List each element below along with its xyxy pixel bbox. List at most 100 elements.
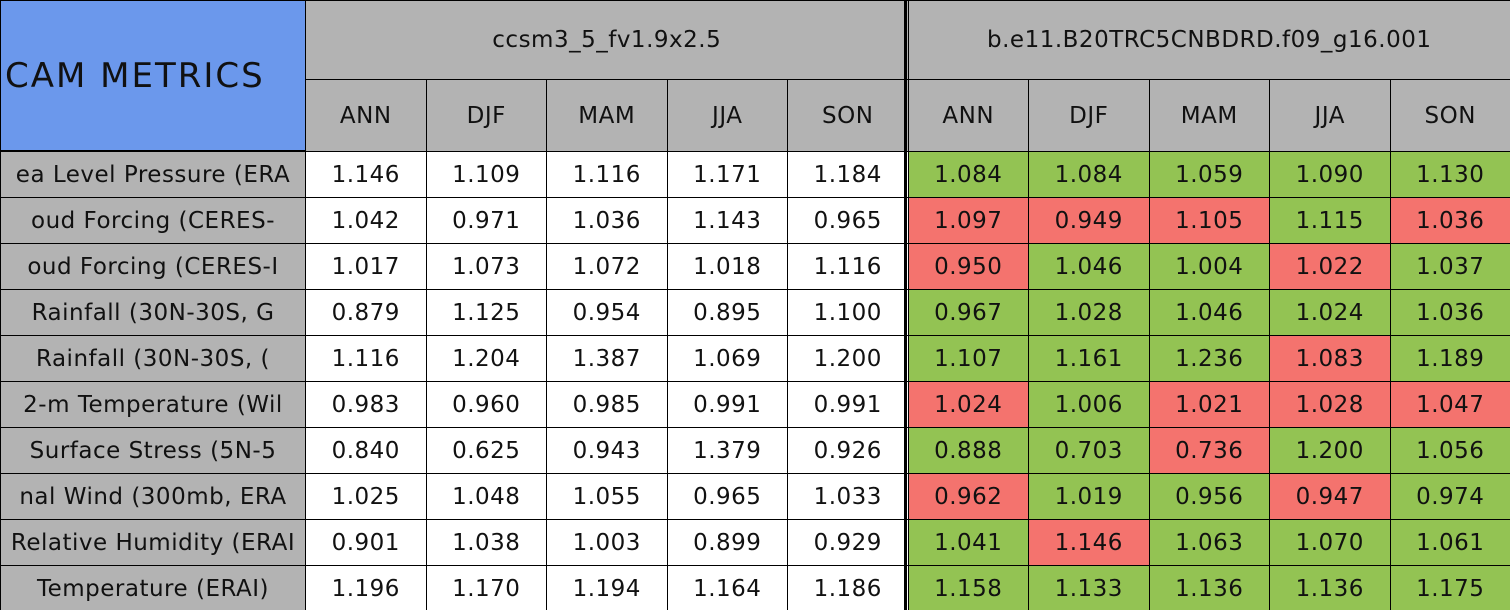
value-cell: 1.175 — [1389, 565, 1510, 610]
value-cell: 1.170 — [425, 565, 547, 610]
group-header: b.e11.B20TRC5CNBDRD.f09_g16.001 — [907, 0, 1510, 80]
value-cell: 1.036 — [1389, 289, 1510, 336]
value-cell: 1.136 — [1269, 565, 1391, 610]
value-cell: 0.956 — [1148, 473, 1270, 520]
value-cell: 1.028 — [1269, 381, 1391, 428]
value-cell: 0.974 — [1389, 473, 1510, 520]
row-label: Rainfall (30N-30S, G — [0, 289, 306, 336]
value-cell: 1.056 — [1389, 427, 1510, 474]
value-cell: 0.950 — [907, 243, 1029, 290]
value-cell: 1.038 — [425, 519, 547, 566]
value-cell: 1.037 — [1389, 243, 1510, 290]
value-cell: 1.028 — [1028, 289, 1150, 336]
value-cell: 1.194 — [546, 565, 668, 610]
table-title: CAM METRICS — [0, 0, 306, 151]
value-cell: 1.025 — [305, 473, 427, 520]
value-cell: 0.625 — [425, 427, 547, 474]
row-label: Rainfall (30N-30S, ( — [0, 335, 306, 382]
value-cell: 1.072 — [546, 243, 668, 290]
value-cell: 1.387 — [546, 335, 668, 382]
value-cell: 1.189 — [1389, 335, 1510, 382]
value-cell: 0.901 — [305, 519, 427, 566]
value-cell: 1.143 — [666, 197, 788, 244]
group-separator — [904, 0, 907, 610]
row-label: nal Wind (300mb, ERA — [0, 473, 306, 520]
season-header: DJF — [425, 79, 547, 152]
group-header: ccsm3_5_fv1.9x2.5 — [305, 0, 909, 80]
value-cell: 1.125 — [425, 289, 547, 336]
value-cell: 1.200 — [787, 335, 909, 382]
row-label: oud Forcing (CERES-I — [0, 243, 306, 290]
value-cell: 0.888 — [907, 427, 1029, 474]
row-label: 2-m Temperature (Wil — [0, 381, 306, 428]
value-cell: 1.115 — [1269, 197, 1391, 244]
value-cell: 0.949 — [1028, 197, 1150, 244]
value-cell: 1.004 — [1148, 243, 1270, 290]
row-label: Temperature (ERAI) — [0, 565, 306, 610]
value-cell: 1.136 — [1148, 565, 1270, 610]
value-cell: 1.109 — [425, 151, 547, 198]
value-cell: 1.090 — [1269, 151, 1391, 198]
value-cell: 0.899 — [666, 519, 788, 566]
value-cell: 1.236 — [1148, 335, 1270, 382]
value-cell: 1.033 — [787, 473, 909, 520]
value-cell: 0.965 — [666, 473, 788, 520]
season-header: DJF — [1028, 79, 1150, 152]
value-cell: 1.164 — [666, 565, 788, 610]
value-cell: 0.929 — [787, 519, 909, 566]
value-cell: 0.991 — [787, 381, 909, 428]
value-cell: 1.022 — [1269, 243, 1391, 290]
value-cell: 1.059 — [1148, 151, 1270, 198]
value-cell: 0.736 — [1148, 427, 1270, 474]
row-label: oud Forcing (CERES- — [0, 197, 306, 244]
value-cell: 1.036 — [1389, 197, 1510, 244]
value-cell: 0.967 — [907, 289, 1029, 336]
value-cell: 1.070 — [1269, 519, 1391, 566]
value-cell: 1.146 — [1028, 519, 1150, 566]
value-cell: 0.954 — [546, 289, 668, 336]
value-cell: 1.204 — [425, 335, 547, 382]
value-cell: 1.041 — [907, 519, 1029, 566]
value-cell: 1.107 — [907, 335, 1029, 382]
season-header: ANN — [305, 79, 427, 152]
value-cell: 1.133 — [1028, 565, 1150, 610]
value-cell: 1.042 — [305, 197, 427, 244]
value-cell: 1.105 — [1148, 197, 1270, 244]
value-cell: 0.983 — [305, 381, 427, 428]
value-cell: 1.055 — [546, 473, 668, 520]
value-cell: 1.073 — [425, 243, 547, 290]
value-cell: 1.100 — [787, 289, 909, 336]
season-header: ANN — [907, 79, 1029, 152]
value-cell: 0.971 — [425, 197, 547, 244]
value-cell: 1.171 — [666, 151, 788, 198]
value-cell: 1.048 — [425, 473, 547, 520]
season-header: JJA — [1269, 79, 1391, 152]
value-cell: 1.018 — [666, 243, 788, 290]
season-header: MAM — [546, 79, 668, 152]
value-cell: 1.184 — [787, 151, 909, 198]
value-cell: 0.991 — [666, 381, 788, 428]
season-header: MAM — [1148, 79, 1270, 152]
value-cell: 1.006 — [1028, 381, 1150, 428]
value-cell: 1.083 — [1269, 335, 1391, 382]
value-cell: 1.063 — [1148, 519, 1270, 566]
value-cell: 1.036 — [546, 197, 668, 244]
value-cell: 1.024 — [1269, 289, 1391, 336]
season-header: JJA — [666, 79, 788, 152]
value-cell: 1.084 — [907, 151, 1029, 198]
value-cell: 1.046 — [1148, 289, 1270, 336]
value-cell: 0.947 — [1269, 473, 1391, 520]
value-cell: 0.962 — [907, 473, 1029, 520]
value-cell: 0.960 — [425, 381, 547, 428]
value-cell: 1.021 — [1148, 381, 1270, 428]
value-cell: 1.046 — [1028, 243, 1150, 290]
value-cell: 0.926 — [787, 427, 909, 474]
value-cell: 1.017 — [305, 243, 427, 290]
value-cell: 1.047 — [1389, 381, 1510, 428]
value-cell: 0.879 — [305, 289, 427, 336]
value-cell: 1.379 — [666, 427, 788, 474]
value-cell: 1.097 — [907, 197, 1029, 244]
value-cell: 0.985 — [546, 381, 668, 428]
value-cell: 1.186 — [787, 565, 909, 610]
